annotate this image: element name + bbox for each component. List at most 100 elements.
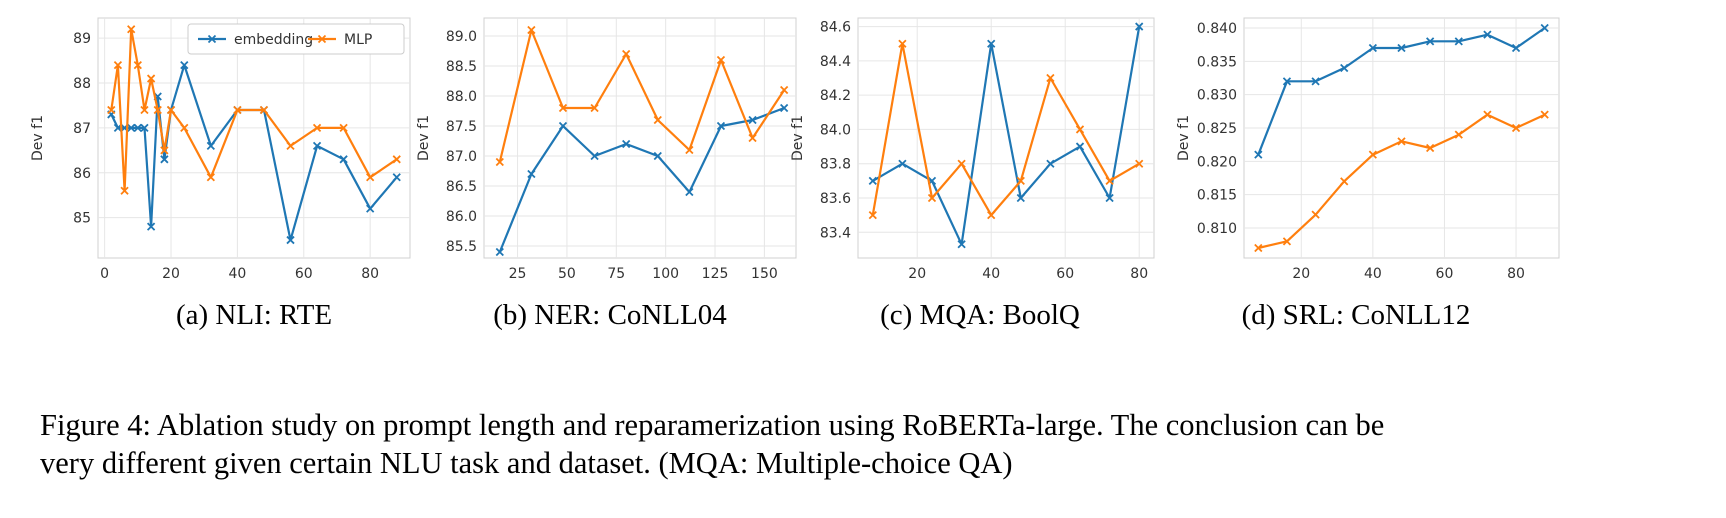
y-axis-label: Dev f1 <box>790 115 806 161</box>
data-point-embedding <box>1075 142 1085 151</box>
y-axis-label: Dev f1 <box>1176 115 1192 161</box>
data-point-embedding <box>1135 22 1144 31</box>
data-point-embedding <box>685 187 694 197</box>
y-tick-label: 0.820 <box>1197 154 1237 170</box>
data-point-mlp <box>133 60 142 70</box>
series-line-mlp <box>871 42 1140 217</box>
data-point-embedding <box>1368 43 1377 53</box>
legend-label: embedding <box>234 32 313 48</box>
data-point-mlp <box>987 211 996 220</box>
y-tick-label: 88.5 <box>446 59 477 75</box>
data-point-embedding <box>1340 63 1349 73</box>
y-tick-label: 88.0 <box>446 89 477 105</box>
data-point-embedding <box>146 222 156 231</box>
x-tick-label: 20 <box>162 266 180 282</box>
data-point-mlp <box>957 159 966 168</box>
data-point-mlp <box>1046 73 1055 83</box>
chart-panel-3: 83.4 83.6 83.8 84.0 84.2 84.4 84.6 20 40 60 80 Dev … <box>790 17 1155 331</box>
figure-caption-line-1: Figure 4: Ablation study on prompt lengt… <box>40 408 1385 442</box>
legend-marker <box>207 34 217 44</box>
chart-panel-4: 0.810 0.815 0.820 0.825 0.830 0.835 0.840 20 40 6… <box>1176 17 1560 331</box>
x-tick-label: 50 <box>558 266 576 282</box>
data-point-mlp <box>286 141 295 150</box>
data-point-embedding <box>140 123 149 133</box>
data-point-mlp <box>716 55 726 65</box>
data-point-mlp <box>312 123 322 133</box>
y-tick-label: 84.2 <box>820 88 851 104</box>
data-point-mlp <box>120 186 129 195</box>
data-point-mlp <box>1540 110 1549 119</box>
x-tick-label: 40 <box>1364 266 1382 282</box>
data-point-embedding <box>622 139 631 149</box>
data-point-mlp <box>1135 159 1144 168</box>
data-point-mlp <box>1454 130 1463 139</box>
x-tick-label: 75 <box>607 266 625 282</box>
data-point-embedding <box>1511 43 1521 53</box>
data-point-mlp <box>180 123 189 133</box>
y-tick-label: 0.825 <box>1197 121 1237 137</box>
data-point-mlp <box>140 105 149 115</box>
data-point-embedding <box>748 115 757 125</box>
data-point-mlp <box>166 105 176 115</box>
y-tick-label: 84.6 <box>820 20 851 36</box>
data-point-embedding <box>1426 37 1435 46</box>
data-point-embedding <box>392 173 401 182</box>
data-point-mlp <box>127 25 136 34</box>
x-tick-label: 80 <box>1130 266 1148 282</box>
y-tick-label: 89 <box>73 31 91 47</box>
data-point-embedding <box>127 123 136 133</box>
chart-panel-1: 85 86 87 88 89 0 20 40 60 80 Dev f1 embedding MLP (a)… <box>30 17 411 331</box>
data-point-mlp <box>495 157 504 167</box>
data-point-mlp <box>259 105 269 115</box>
x-tick-label: 20 <box>908 266 926 282</box>
legend-box <box>187 23 405 55</box>
data-point-mlp <box>590 103 599 113</box>
data-point-embedding <box>495 247 504 257</box>
data-point-mlp <box>113 60 123 70</box>
x-tick-label: 60 <box>1436 266 1454 282</box>
y-tick-label: 83.6 <box>820 191 851 207</box>
data-point-embedding <box>1016 193 1025 203</box>
x-tick-label: 100 <box>652 266 679 282</box>
y-axis-label: Dev f1 <box>416 115 432 161</box>
y-axis-label: Dev f1 <box>30 115 46 161</box>
data-point-embedding <box>1105 193 1114 203</box>
data-point-embedding <box>1454 37 1463 46</box>
data-point-embedding <box>206 141 215 150</box>
data-point-embedding <box>957 240 966 249</box>
legend-label: MLP <box>344 32 372 48</box>
x-tick-label: 60 <box>295 266 313 282</box>
data-point-mlp <box>868 211 877 220</box>
data-point-mlp <box>1426 143 1435 153</box>
data-point-mlp <box>153 105 162 115</box>
subcaption: (b) NER: CoNLL04 <box>493 299 727 331</box>
charts-svg: 85 86 87 88 89 0 20 40 60 80 Dev f1 embedding MLP (a)… <box>30 17 1560 331</box>
data-point-mlp <box>366 173 375 182</box>
data-point-mlp <box>927 193 937 203</box>
y-tick-label: 85 <box>73 211 91 227</box>
data-point-mlp <box>622 49 631 59</box>
y-tick-label: 84.4 <box>820 54 851 70</box>
data-point-embedding <box>366 204 375 213</box>
plot-area <box>857 17 1155 259</box>
subcaption: (d) SRL: CoNLL12 <box>1242 299 1471 331</box>
data-point-mlp <box>107 105 116 115</box>
y-tick-label: 87 <box>73 121 91 137</box>
x-tick-label: 25 <box>509 266 527 282</box>
x-tick-label: 150 <box>751 266 778 282</box>
data-point-mlp <box>1282 237 1292 246</box>
data-point-mlp <box>558 103 568 113</box>
data-point-embedding <box>716 121 726 131</box>
x-tick-label: 40 <box>228 266 246 282</box>
x-tick-label: 20 <box>1292 266 1310 282</box>
data-point-embedding <box>1282 77 1292 86</box>
data-point-mlp <box>748 133 757 143</box>
y-tick-label: 0.835 <box>1197 54 1237 70</box>
x-tick-label: 80 <box>361 266 379 282</box>
data-point-embedding <box>1254 150 1263 159</box>
data-point-mlp <box>233 105 242 115</box>
data-point-mlp <box>1311 210 1320 219</box>
data-point-embedding <box>1397 43 1406 53</box>
y-tick-label: 83.8 <box>820 157 851 173</box>
